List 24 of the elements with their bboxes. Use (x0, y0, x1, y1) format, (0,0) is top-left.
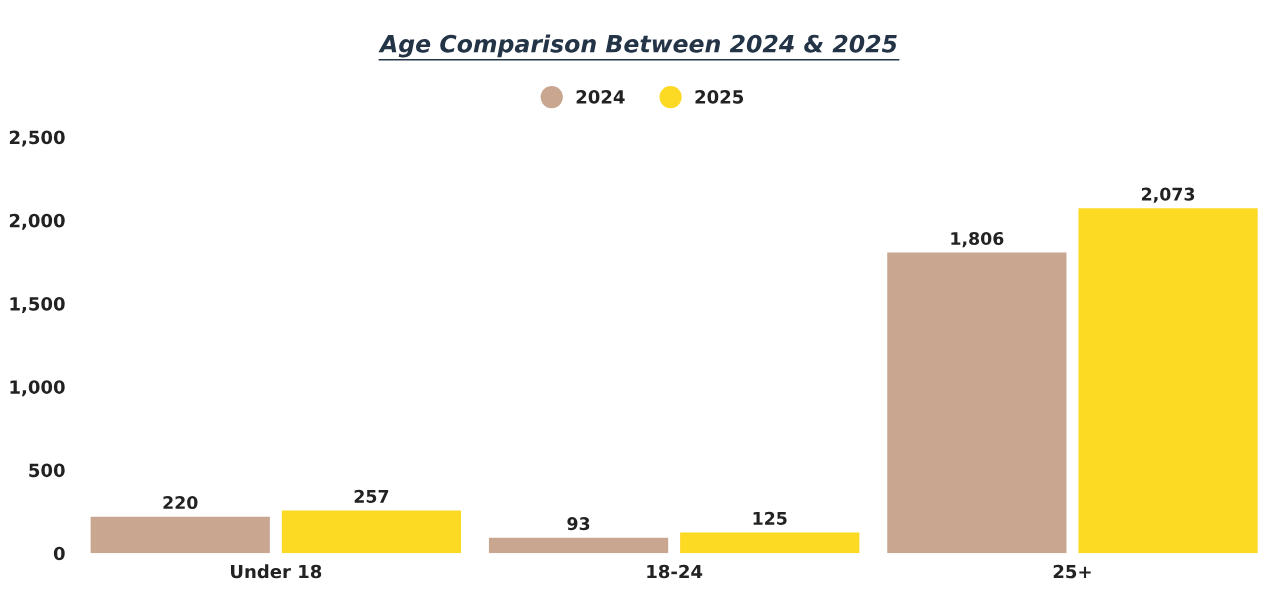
data-label: 257 (354, 489, 389, 503)
legend-label: 2024 (576, 90, 625, 104)
y-tick-label: 2,000 (9, 213, 65, 230)
data-label: 1,806 (951, 231, 1004, 248)
legend-label: 2025 (695, 90, 744, 104)
y-tick-label: 1,000 (10, 380, 65, 397)
bar (90, 516, 270, 554)
chart-title: Age Comparison Between 2024 & 2025 (378, 34, 897, 58)
y-tick-label: 2,500 (9, 130, 65, 147)
bar (887, 252, 1067, 554)
y-tick-label: 1,500 (10, 297, 65, 313)
data-label: 220 (163, 495, 198, 510)
data-label: 93 (567, 517, 590, 531)
x-tick-label: 18-24 (647, 564, 703, 579)
x-tick-label: 25+ (1053, 564, 1091, 579)
data-label: 2,073 (1141, 187, 1195, 203)
y-tick-label: 500 (29, 463, 65, 478)
bar (488, 537, 669, 554)
y-tick-label: 0 (53, 546, 65, 561)
data-label: 125 (753, 511, 787, 525)
bar (1078, 208, 1258, 554)
bar (680, 532, 860, 554)
x-tick-label: Under 18 (230, 564, 322, 579)
bar (281, 510, 462, 554)
